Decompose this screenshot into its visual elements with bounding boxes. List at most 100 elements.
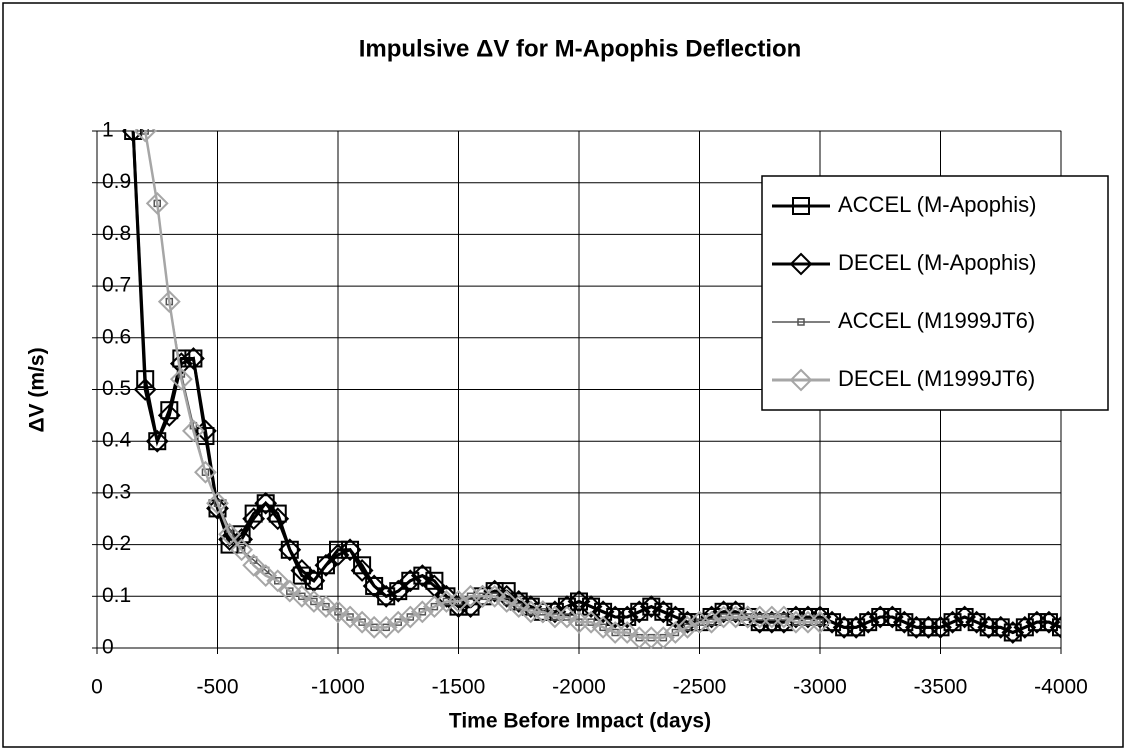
- marker: [844, 615, 868, 639]
- marker: [1037, 610, 1061, 634]
- marker: [615, 621, 639, 644]
- marker: [892, 610, 916, 634]
- marker: [1013, 615, 1037, 639]
- x-axis-label: Time Before Impact (days): [449, 710, 711, 733]
- marker: [157, 290, 181, 314]
- marker: [555, 605, 579, 629]
- x-tick-label: -1000: [311, 676, 365, 699]
- marker: [792, 197, 810, 215]
- marker: [350, 559, 374, 582]
- marker: [797, 318, 805, 326]
- x-tick-label: -3000: [793, 676, 847, 699]
- marker: [386, 610, 410, 634]
- marker: [237, 546, 246, 554]
- y-tick-label: 0.2: [102, 532, 131, 555]
- marker: [353, 556, 372, 575]
- marker: [169, 367, 193, 391]
- marker: [338, 538, 362, 562]
- marker: [410, 600, 434, 624]
- marker: [651, 626, 675, 650]
- y-tick-label: 1: [102, 119, 114, 142]
- marker: [278, 579, 302, 603]
- marker: [338, 605, 362, 629]
- marker: [483, 584, 507, 608]
- marker: [304, 571, 323, 590]
- x-tick-label: -1500: [432, 676, 486, 699]
- marker: [579, 610, 603, 634]
- marker: [266, 569, 290, 593]
- marker: [772, 605, 796, 629]
- marker: [989, 615, 1013, 639]
- marker: [365, 576, 384, 595]
- marker: [121, 129, 145, 143]
- marker: [459, 595, 482, 619]
- marker: [663, 605, 687, 629]
- marker: [531, 600, 555, 624]
- marker: [145, 429, 169, 453]
- marker: [856, 610, 880, 634]
- marker: [651, 600, 675, 624]
- marker: [181, 419, 205, 443]
- x-tick-label: -2500: [673, 676, 727, 699]
- marker: [133, 378, 157, 401]
- x-tick-label: 0: [91, 676, 103, 699]
- marker: [483, 579, 507, 603]
- x-tick-label: -3500: [914, 676, 968, 699]
- y-tick-label: 0.4: [102, 429, 132, 452]
- y-tick-label: 0.8: [102, 222, 131, 245]
- marker: [290, 559, 314, 582]
- marker: [591, 615, 615, 639]
- marker: [314, 595, 338, 619]
- y-tick-label: 0.5: [102, 377, 131, 400]
- legend-label: ACCEL (M-Apophis): [838, 192, 1036, 217]
- chart-title: Impulsive ΔV for M-Apophis Deflection: [359, 35, 802, 62]
- x-tick-label: -2000: [552, 676, 606, 699]
- marker: [206, 491, 229, 515]
- marker: [261, 566, 270, 575]
- marker: [362, 574, 386, 598]
- x-tick-label: -500: [196, 676, 238, 699]
- marker: [302, 590, 326, 613]
- marker: [965, 610, 989, 634]
- marker: [326, 600, 350, 624]
- marker: [591, 600, 615, 624]
- marker: [242, 553, 266, 577]
- marker: [350, 610, 374, 634]
- marker: [724, 600, 748, 624]
- marker: [507, 595, 531, 619]
- y-tick-label: 0.9: [102, 170, 131, 193]
- legend: [761, 175, 1109, 411]
- marker: [422, 595, 446, 619]
- marker: [326, 543, 350, 567]
- y-tick-label: 0: [102, 636, 114, 659]
- marker: [256, 494, 275, 513]
- marker: [789, 252, 813, 276]
- marker: [290, 584, 314, 608]
- marker: [627, 600, 651, 624]
- y-tick-label: 0.1: [102, 584, 131, 607]
- marker: [880, 605, 904, 629]
- marker: [242, 507, 266, 531]
- legend-label: DECEL (M-Apophis): [838, 250, 1036, 275]
- marker: [230, 538, 254, 562]
- marker: [676, 615, 699, 639]
- y-tick-label: 0.3: [102, 480, 131, 503]
- marker: [206, 496, 229, 520]
- marker: [280, 540, 299, 559]
- marker: [663, 621, 687, 644]
- marker: [808, 610, 832, 634]
- marker: [615, 605, 639, 629]
- marker: [941, 610, 964, 634]
- marker: [953, 605, 977, 629]
- marker: [700, 610, 723, 634]
- marker: [218, 522, 241, 546]
- marker: [1001, 621, 1025, 644]
- marker: [386, 579, 410, 603]
- marker: [266, 507, 290, 531]
- marker: [148, 432, 167, 451]
- x-tick-label: -4000: [1034, 676, 1088, 699]
- marker: [254, 564, 278, 588]
- marker: [254, 491, 278, 515]
- marker: [639, 595, 663, 619]
